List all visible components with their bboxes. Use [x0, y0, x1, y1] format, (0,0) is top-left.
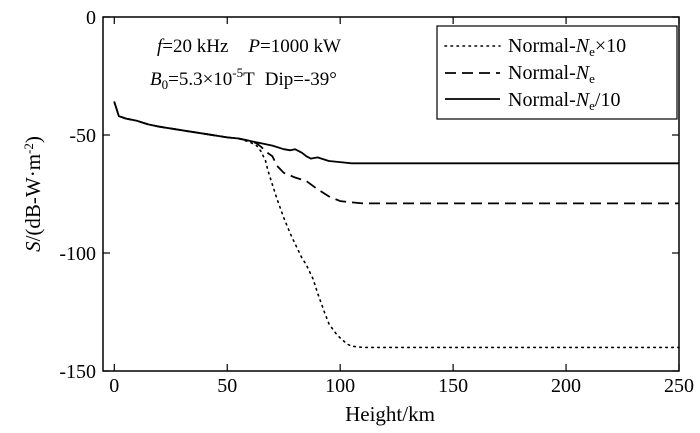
- annotation-b-symbol: B: [150, 69, 162, 90]
- series-line-solid: [113, 101, 679, 165]
- x-tick-label: 0: [109, 375, 119, 397]
- annotation-p-symbol: P: [247, 36, 260, 57]
- series-line-dotted: [113, 101, 680, 349]
- x-tick-label: 150: [438, 375, 468, 397]
- legend-box: [436, 25, 678, 120]
- legend-label-0-suffix: ×10: [595, 35, 626, 57]
- y-tick-label: -50: [69, 125, 96, 147]
- legend-label-0-prefix: Normal-: [508, 35, 576, 57]
- annotation-f-symbol: f: [157, 36, 165, 57]
- x-tick-label: 50: [217, 375, 237, 397]
- legend-label-1-prefix: Normal-: [508, 62, 576, 84]
- legend-label-0-subscript: e: [589, 44, 595, 59]
- y-tick-label: 0: [86, 7, 96, 29]
- annotation-line-1: f=20 kHz P=1000 kW: [157, 36, 341, 57]
- legend-label-2-prefix: Normal-: [508, 89, 576, 111]
- plot-area: [102, 16, 680, 372]
- x-tick-label: 100: [325, 375, 355, 397]
- annotation-p-value: =1000 kW: [260, 36, 341, 57]
- annotation-b-subscript: 0: [162, 77, 169, 92]
- legend-label-1-symbol: N: [575, 62, 591, 84]
- y-axis-title: S/(dB-W·m-2): [21, 136, 45, 252]
- legend: Normal-Ne×10 Normal-Ne Normal-Ne/10: [436, 25, 678, 120]
- y-tick-label: -100: [59, 243, 96, 265]
- annotation-line-2: B0=5.3×10-5T Dip=-39°: [150, 65, 337, 92]
- x-axis-title: Height/km: [345, 402, 435, 426]
- annotation-b-unit: T: [243, 69, 255, 90]
- legend-label-1-subscript: e: [589, 71, 595, 86]
- annotation-f-value: =20 kHz: [162, 36, 228, 57]
- annotation-block: f=20 kHz P=1000 kW B0=5.3×10-5T Dip=-39°: [150, 36, 341, 92]
- y-tick-label: -150: [59, 361, 96, 383]
- x-tick-label: 250: [664, 375, 694, 397]
- legend-label-2-symbol: N: [575, 89, 591, 111]
- annotation-dip: Dip=-39°: [265, 69, 337, 90]
- legend-label-0-symbol: N: [575, 35, 591, 57]
- x-tick-label: 200: [551, 375, 581, 397]
- legend-label-2-subscript: e: [589, 98, 595, 113]
- legend-label-0: Normal-Ne×10: [508, 35, 626, 59]
- annotation-b-exponent: -5: [232, 65, 243, 80]
- legend-label-2-suffix: /10: [595, 89, 621, 111]
- annotation-b-value: =5.3×10: [168, 69, 232, 90]
- legend-label-1: Normal-Ne: [508, 62, 595, 86]
- series-layer: [113, 101, 680, 349]
- plot-frame: [102, 16, 680, 372]
- legend-label-2: Normal-Ne/10: [508, 89, 620, 113]
